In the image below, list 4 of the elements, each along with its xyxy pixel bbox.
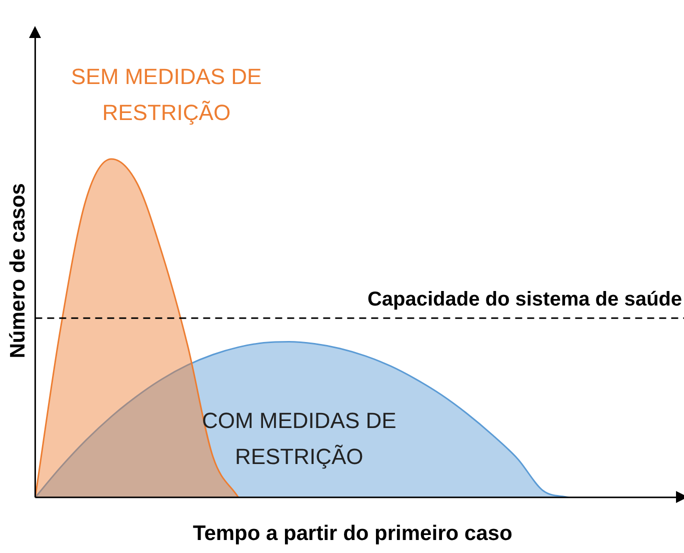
- x-axis-title: Tempo a partir do primeiro caso: [192, 522, 512, 546]
- ref-line-label: Capacidade do sistema de saúde: [367, 288, 682, 311]
- y-axis-title: Número de casos: [6, 183, 30, 358]
- text: SEM MEDIDAS DE RESTRIÇÃO: [71, 64, 262, 126]
